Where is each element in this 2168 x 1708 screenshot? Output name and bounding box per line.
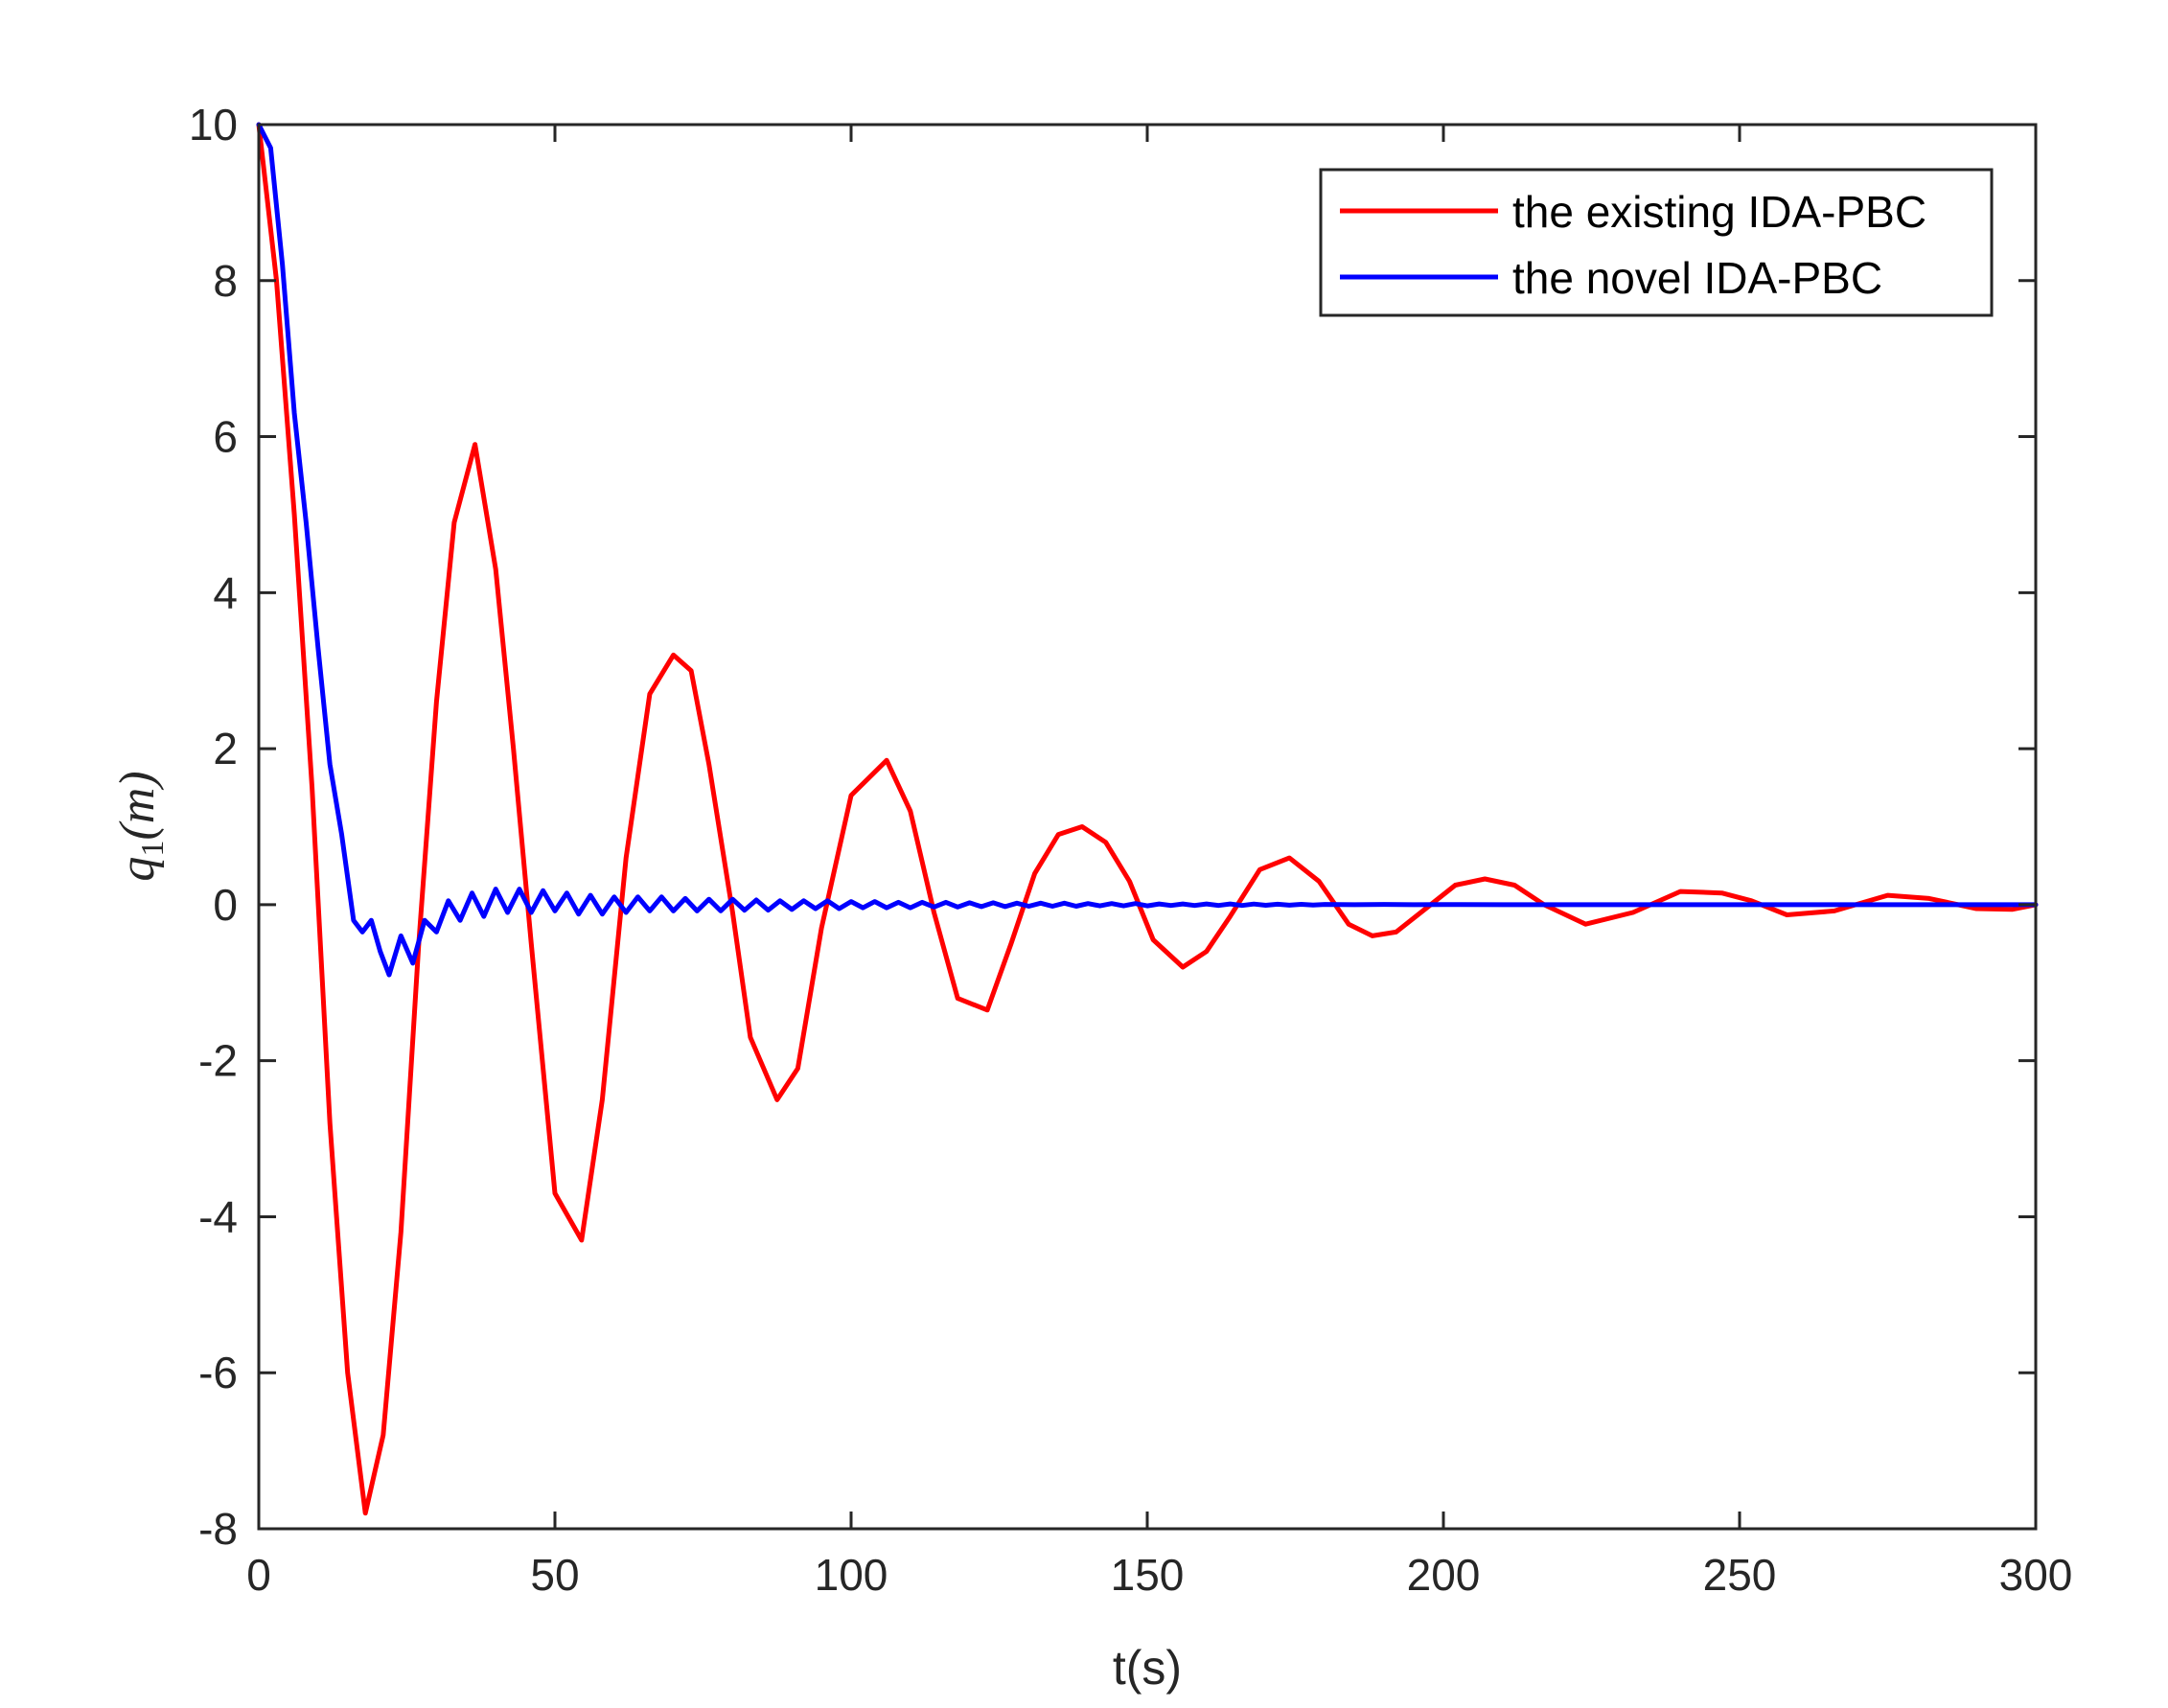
ticks-group xyxy=(257,123,2038,1531)
y-axis-label: q1(m) xyxy=(110,771,171,881)
y-tick-label: 4 xyxy=(213,567,238,617)
y-axis-label-symbol: q xyxy=(110,857,165,882)
y-tick-label: 6 xyxy=(213,412,238,462)
x-axis-label: t(s) xyxy=(1113,1641,1182,1695)
legend-label-novel: the novel IDA-PBC xyxy=(1512,253,1882,303)
y-axis-label-subscript: 1 xyxy=(135,841,171,857)
series-line-1 xyxy=(256,122,2039,978)
x-tick-label: 250 xyxy=(1703,1550,1777,1600)
legend-box xyxy=(1319,168,1994,317)
x-tick-label: 50 xyxy=(530,1550,579,1600)
y-axis-label-unit: (m) xyxy=(110,771,165,840)
y-tick-label: -8 xyxy=(198,1504,238,1554)
series-line-0 xyxy=(256,122,2039,1516)
x-tick-label: 0 xyxy=(246,1550,271,1600)
plot-background xyxy=(259,125,2036,1529)
legend: the existing IDA-PBC the novel IDA-PBC xyxy=(1319,168,1994,317)
y-tick-label: 8 xyxy=(213,256,238,306)
y-tick-label: 2 xyxy=(213,724,238,773)
y-tick-label: -2 xyxy=(198,1036,238,1086)
series-group xyxy=(256,122,2039,1516)
x-tick-labels: 0 50 100 150 200 250 300 xyxy=(246,1550,2072,1600)
x-tick-label: 300 xyxy=(1999,1550,2073,1600)
y-tick-label: -6 xyxy=(198,1348,238,1397)
y-tick-label: 0 xyxy=(213,880,238,930)
x-tick-label: 100 xyxy=(815,1550,888,1600)
legend-label-existing: the existing IDA-PBC xyxy=(1512,187,1926,237)
y-tick-labels: 10 8 6 4 2 0 -2 -4 -6 -8 xyxy=(189,100,238,1554)
y-tick-label: -4 xyxy=(198,1191,238,1241)
y-tick-label: 10 xyxy=(189,100,238,150)
x-tick-label: 150 xyxy=(1111,1550,1185,1600)
x-tick-label: 200 xyxy=(1407,1550,1481,1600)
